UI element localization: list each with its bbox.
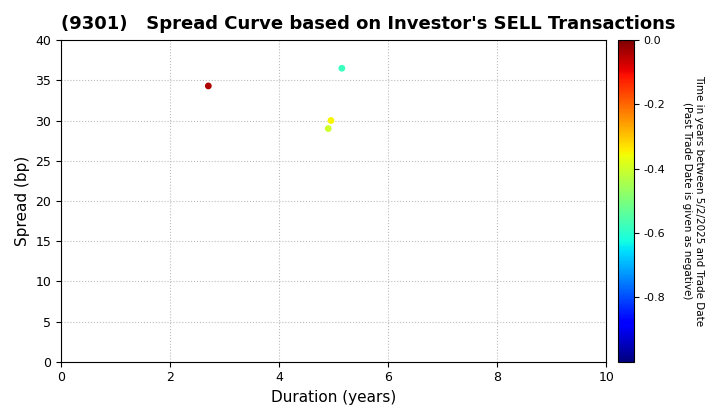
- Point: [325, 117, 337, 124]
- Text: (9301)   Spread Curve based on Investor's SELL Transactions: (9301) Spread Curve based on Investor's …: [61, 15, 675, 33]
- Point: [323, 125, 334, 132]
- X-axis label: Duration (years): Duration (years): [271, 390, 396, 405]
- Point: [202, 83, 214, 89]
- Y-axis label: Spread (bp): Spread (bp): [15, 156, 30, 246]
- Y-axis label: Time in years between 5/2/2025 and Trade Date
(Past Trade Date is given as negat: Time in years between 5/2/2025 and Trade…: [682, 75, 703, 326]
- Point: [336, 65, 348, 72]
